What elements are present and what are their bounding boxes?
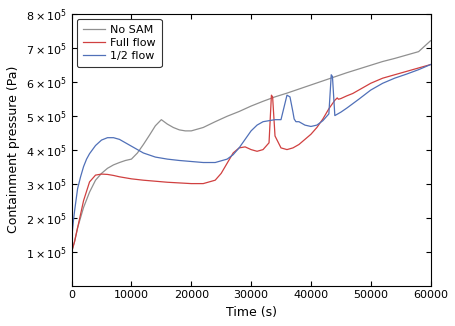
No SAM: [72, 240, 77, 244]
No SAM: [182, 129, 188, 133]
No SAM: [296, 87, 302, 91]
No SAM: [212, 120, 218, 124]
No SAM: [320, 79, 326, 83]
1/2 flow: [287, 95, 293, 99]
No SAM: [416, 50, 421, 53]
No SAM: [93, 178, 98, 182]
No SAM: [380, 60, 385, 64]
Full flow: [141, 178, 146, 182]
No SAM: [332, 75, 338, 79]
No SAM: [69, 250, 74, 254]
Full flow: [428, 63, 433, 67]
No SAM: [147, 133, 152, 137]
No SAM: [248, 104, 254, 108]
Line: Full flow: Full flow: [71, 65, 430, 252]
Full flow: [69, 250, 74, 254]
1/2 flow: [69, 238, 74, 242]
No SAM: [159, 118, 164, 122]
No SAM: [237, 110, 242, 113]
No SAM: [117, 161, 122, 165]
Full flow: [416, 66, 421, 70]
Full flow: [362, 85, 368, 89]
No SAM: [368, 63, 374, 67]
No SAM: [272, 95, 278, 99]
No SAM: [152, 124, 158, 128]
No SAM: [141, 142, 146, 146]
No SAM: [428, 39, 433, 43]
No SAM: [165, 122, 170, 126]
No SAM: [105, 166, 110, 170]
No SAM: [70, 248, 75, 252]
No SAM: [111, 163, 116, 167]
Full flow: [117, 175, 122, 179]
No SAM: [356, 67, 361, 71]
1/2 flow: [428, 63, 433, 67]
No SAM: [171, 126, 176, 129]
No SAM: [392, 56, 397, 60]
No SAM: [87, 190, 92, 194]
No SAM: [284, 91, 290, 95]
No SAM: [224, 114, 230, 118]
1/2 flow: [188, 159, 194, 163]
No SAM: [308, 83, 313, 87]
1/2 flow: [320, 119, 326, 123]
1/2 flow: [291, 117, 297, 121]
No SAM: [404, 53, 410, 57]
Full flow: [93, 173, 98, 177]
No SAM: [344, 71, 349, 75]
1/2 flow: [272, 118, 278, 122]
1/2 flow: [70, 231, 75, 235]
No SAM: [135, 151, 140, 155]
No SAM: [99, 171, 104, 175]
Legend: No SAM, Full flow, 1/2 flow: No SAM, Full flow, 1/2 flow: [77, 19, 162, 67]
No SAM: [260, 99, 266, 103]
X-axis label: Time (s): Time (s): [226, 306, 277, 319]
No SAM: [129, 157, 134, 161]
Y-axis label: Containment pressure (Pa): Containment pressure (Pa): [7, 66, 20, 233]
No SAM: [81, 205, 86, 209]
No SAM: [177, 128, 182, 132]
No SAM: [201, 126, 206, 129]
Full flow: [218, 171, 224, 175]
No SAM: [188, 129, 194, 133]
No SAM: [123, 158, 128, 162]
Line: No SAM: No SAM: [71, 41, 430, 252]
Line: 1/2 flow: 1/2 flow: [71, 65, 430, 240]
No SAM: [75, 226, 81, 230]
